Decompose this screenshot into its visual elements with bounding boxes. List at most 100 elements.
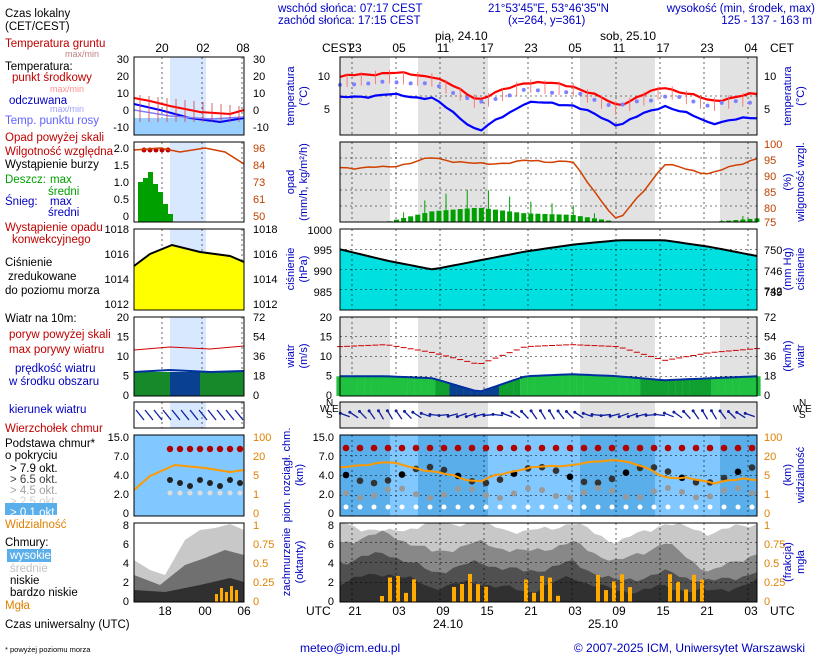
wind-direction-arrowhead	[718, 409, 722, 413]
pressure-axis-tick-right: 742	[764, 286, 782, 298]
dew-point-dot	[592, 97, 597, 102]
mini-wind-arrow	[180, 409, 190, 421]
dew-point-dot	[521, 87, 526, 92]
cloud-top-dot	[524, 444, 532, 452]
mini-cloud-top-dot	[166, 445, 174, 453]
panel-frame	[339, 316, 758, 397]
legend-cloud-top: Wierzchołek chmur	[5, 423, 103, 435]
cloud-base-dot	[580, 478, 588, 486]
mini-axis-tick: 1016	[105, 249, 129, 261]
mini-axis-tick-right: 1	[253, 520, 259, 532]
mini-axis-tick: 20	[117, 312, 129, 324]
mini-cloud-base-dot-light	[217, 490, 223, 496]
wind-direction-arrow	[412, 411, 422, 419]
cloud-base-dot-low	[651, 488, 657, 495]
wind-direction-arrow	[654, 413, 666, 417]
panel-background	[340, 435, 757, 516]
wind-direction-arrowhead	[700, 409, 704, 413]
mini-axis-tick-right: -10	[253, 122, 269, 134]
wind-speed-bar	[506, 381, 514, 396]
legend-convective: Wystąpienie opadu	[5, 222, 103, 234]
mini-wind-arrow	[153, 409, 163, 421]
cloud-base-dot	[384, 477, 392, 484]
mini-axis-tick-right: 84	[253, 160, 265, 172]
fog-axis-tick: 0	[764, 596, 770, 608]
utc-label-right: UTC	[770, 604, 795, 618]
wind-direction-arrow	[530, 410, 538, 420]
cloud-base-dot-thin	[441, 504, 447, 510]
mini-axis-tick-right: 0	[253, 596, 259, 608]
elevation-label: wysokość (min, środek, max)	[666, 3, 815, 15]
fog-bar	[532, 592, 536, 602]
wind-speed-bar	[555, 374, 563, 396]
compass-n-right: N	[799, 398, 806, 409]
cloud-top-dot	[398, 444, 406, 452]
rain-bar	[408, 216, 414, 222]
axis-title: mgła	[795, 549, 807, 574]
cloud-base-dot-thin	[413, 504, 419, 510]
wind-direction-arrowhead	[482, 413, 486, 417]
wind-axis-tick: 5	[326, 371, 332, 383]
mini-fog-bar	[225, 592, 228, 602]
wind-speed-bar	[400, 376, 408, 396]
wind-direction-arrow	[727, 411, 737, 419]
mini-axis-tick-right: 0.25	[253, 577, 274, 589]
cloud-base-dot-low	[427, 494, 433, 501]
mini-cloud-top-dot	[196, 445, 204, 453]
cloud-top-dot	[720, 444, 728, 452]
cloud-base-dot	[622, 469, 630, 476]
cloud-base-dot-thin	[455, 504, 461, 510]
legend-soil-maxmin: max/min	[65, 49, 99, 59]
cloud-top-dot	[356, 444, 364, 452]
legend-maxmin: max/min	[50, 84, 84, 94]
mini-frame	[133, 434, 245, 517]
grid-text: (x=264, y=361)	[508, 15, 586, 27]
mini-axis-tick-right: 5	[253, 470, 259, 482]
cloud-base-dot-thin	[371, 504, 377, 510]
temperature-line	[339, 71, 758, 107]
temp-axis-tick-right: 5	[764, 104, 770, 116]
wind-direction-arrow	[628, 412, 638, 418]
cloud-top-dot	[468, 444, 476, 452]
rain-bar	[528, 213, 534, 222]
mini-axis-tick-right: 54	[253, 332, 265, 344]
bottom-time-tick: 21	[700, 604, 714, 618]
cloud-base-dot	[482, 479, 490, 487]
bottom-time-tick: 21	[348, 604, 362, 618]
legend-cloud-vlow: bardzo niskie	[10, 587, 78, 599]
dew-point-dot	[408, 81, 413, 86]
fog-bar	[524, 579, 528, 602]
mini-cloud-base-dot-light	[237, 490, 243, 496]
mini-axis-tick: 20	[117, 71, 129, 83]
date2-label: 25.10	[588, 617, 618, 631]
cloud-base-dot	[426, 463, 434, 471]
mini-cloud-base-dot	[227, 477, 233, 483]
mini-top-tick: 08	[236, 41, 250, 55]
mini-wind-arrow	[225, 409, 235, 421]
mini-fog-bar	[220, 588, 223, 602]
wind-direction-arrowhead	[564, 409, 568, 413]
cloud-base-dot-low	[371, 492, 377, 499]
wind-speed-bar	[725, 377, 733, 396]
legend-storm: Wystąpienie burzy	[5, 159, 99, 171]
cloud-base-dot	[734, 468, 742, 476]
fog-bar	[692, 574, 696, 602]
mini-top-tick: 02	[196, 41, 210, 55]
wind-speed-bar	[583, 374, 591, 396]
bottom-time-tick: 09	[436, 604, 450, 618]
mini-night-band	[170, 142, 206, 222]
dew-point-dot	[394, 80, 399, 85]
dew-point-dot	[648, 98, 653, 103]
rain-bar	[726, 220, 732, 222]
cloud-top-dot	[384, 444, 392, 452]
wind-direction-arrow	[349, 411, 359, 419]
wind-speed-bar	[442, 382, 450, 396]
email-link[interactable]: meteo@icm.edu.pl	[300, 641, 400, 655]
cloud-base-dot-thin	[483, 504, 489, 510]
rain-bar	[422, 213, 428, 222]
elevation-values: 125 - 137 - 163 m	[721, 15, 812, 27]
legend-snow: Śnieg:	[5, 195, 38, 208]
dew-point-dot	[663, 94, 668, 99]
axis-title: opad	[285, 170, 297, 194]
